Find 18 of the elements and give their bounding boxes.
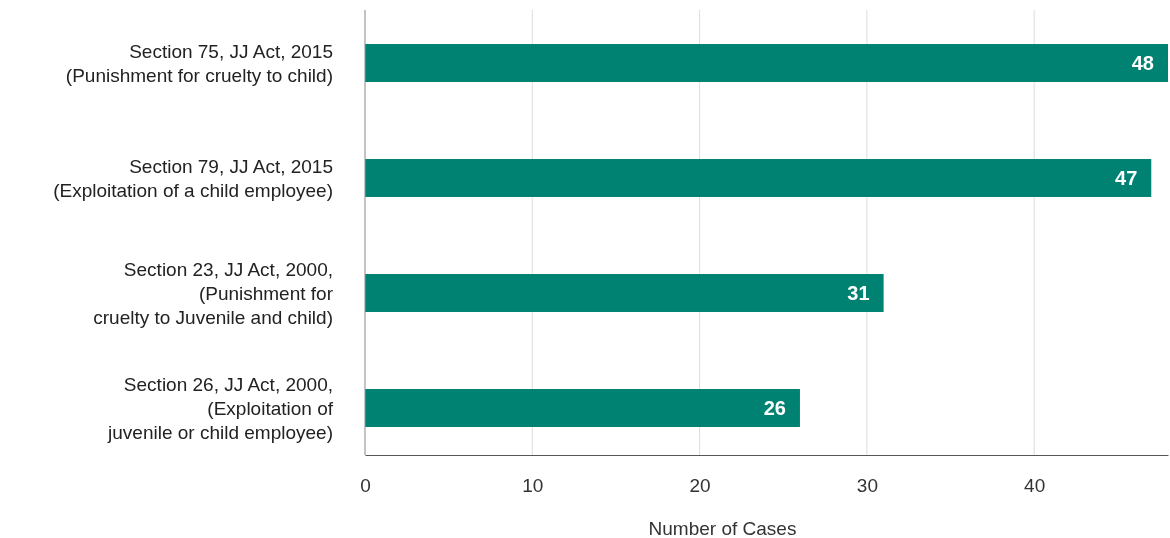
x-tick-label: 20 — [689, 475, 711, 497]
bar — [365, 274, 884, 312]
data-label: 26 — [763, 397, 786, 419]
y-tick-label: Section 79, JJ Act, 2015 (Exploitation of a child employee) — [53, 156, 333, 201]
bar — [365, 44, 1168, 82]
x-tick-label: 10 — [522, 475, 544, 497]
x-tick-label: 40 — [1024, 475, 1046, 497]
data-label: 48 — [1131, 52, 1154, 74]
bar — [365, 159, 1152, 197]
x-tick-label: 0 — [360, 475, 371, 497]
bar — [365, 389, 800, 427]
data-label: 31 — [847, 282, 870, 304]
y-tick-label: Section 26, JJ Act, 2000, (Exploitation of juvenile or child employee) — [107, 374, 334, 443]
x-axis-title: Number of Cases — [648, 518, 797, 538]
data-label: 47 — [1115, 167, 1138, 189]
x-tick-label: 30 — [856, 475, 878, 497]
y-tick-label: Section 23, JJ Act, 2000, (Punishment for cruelty to Juvenile and child) — [93, 259, 334, 328]
y-tick-label: Section 75, JJ Act, 2015 (Punishment for cruelty to child) — [65, 41, 333, 86]
